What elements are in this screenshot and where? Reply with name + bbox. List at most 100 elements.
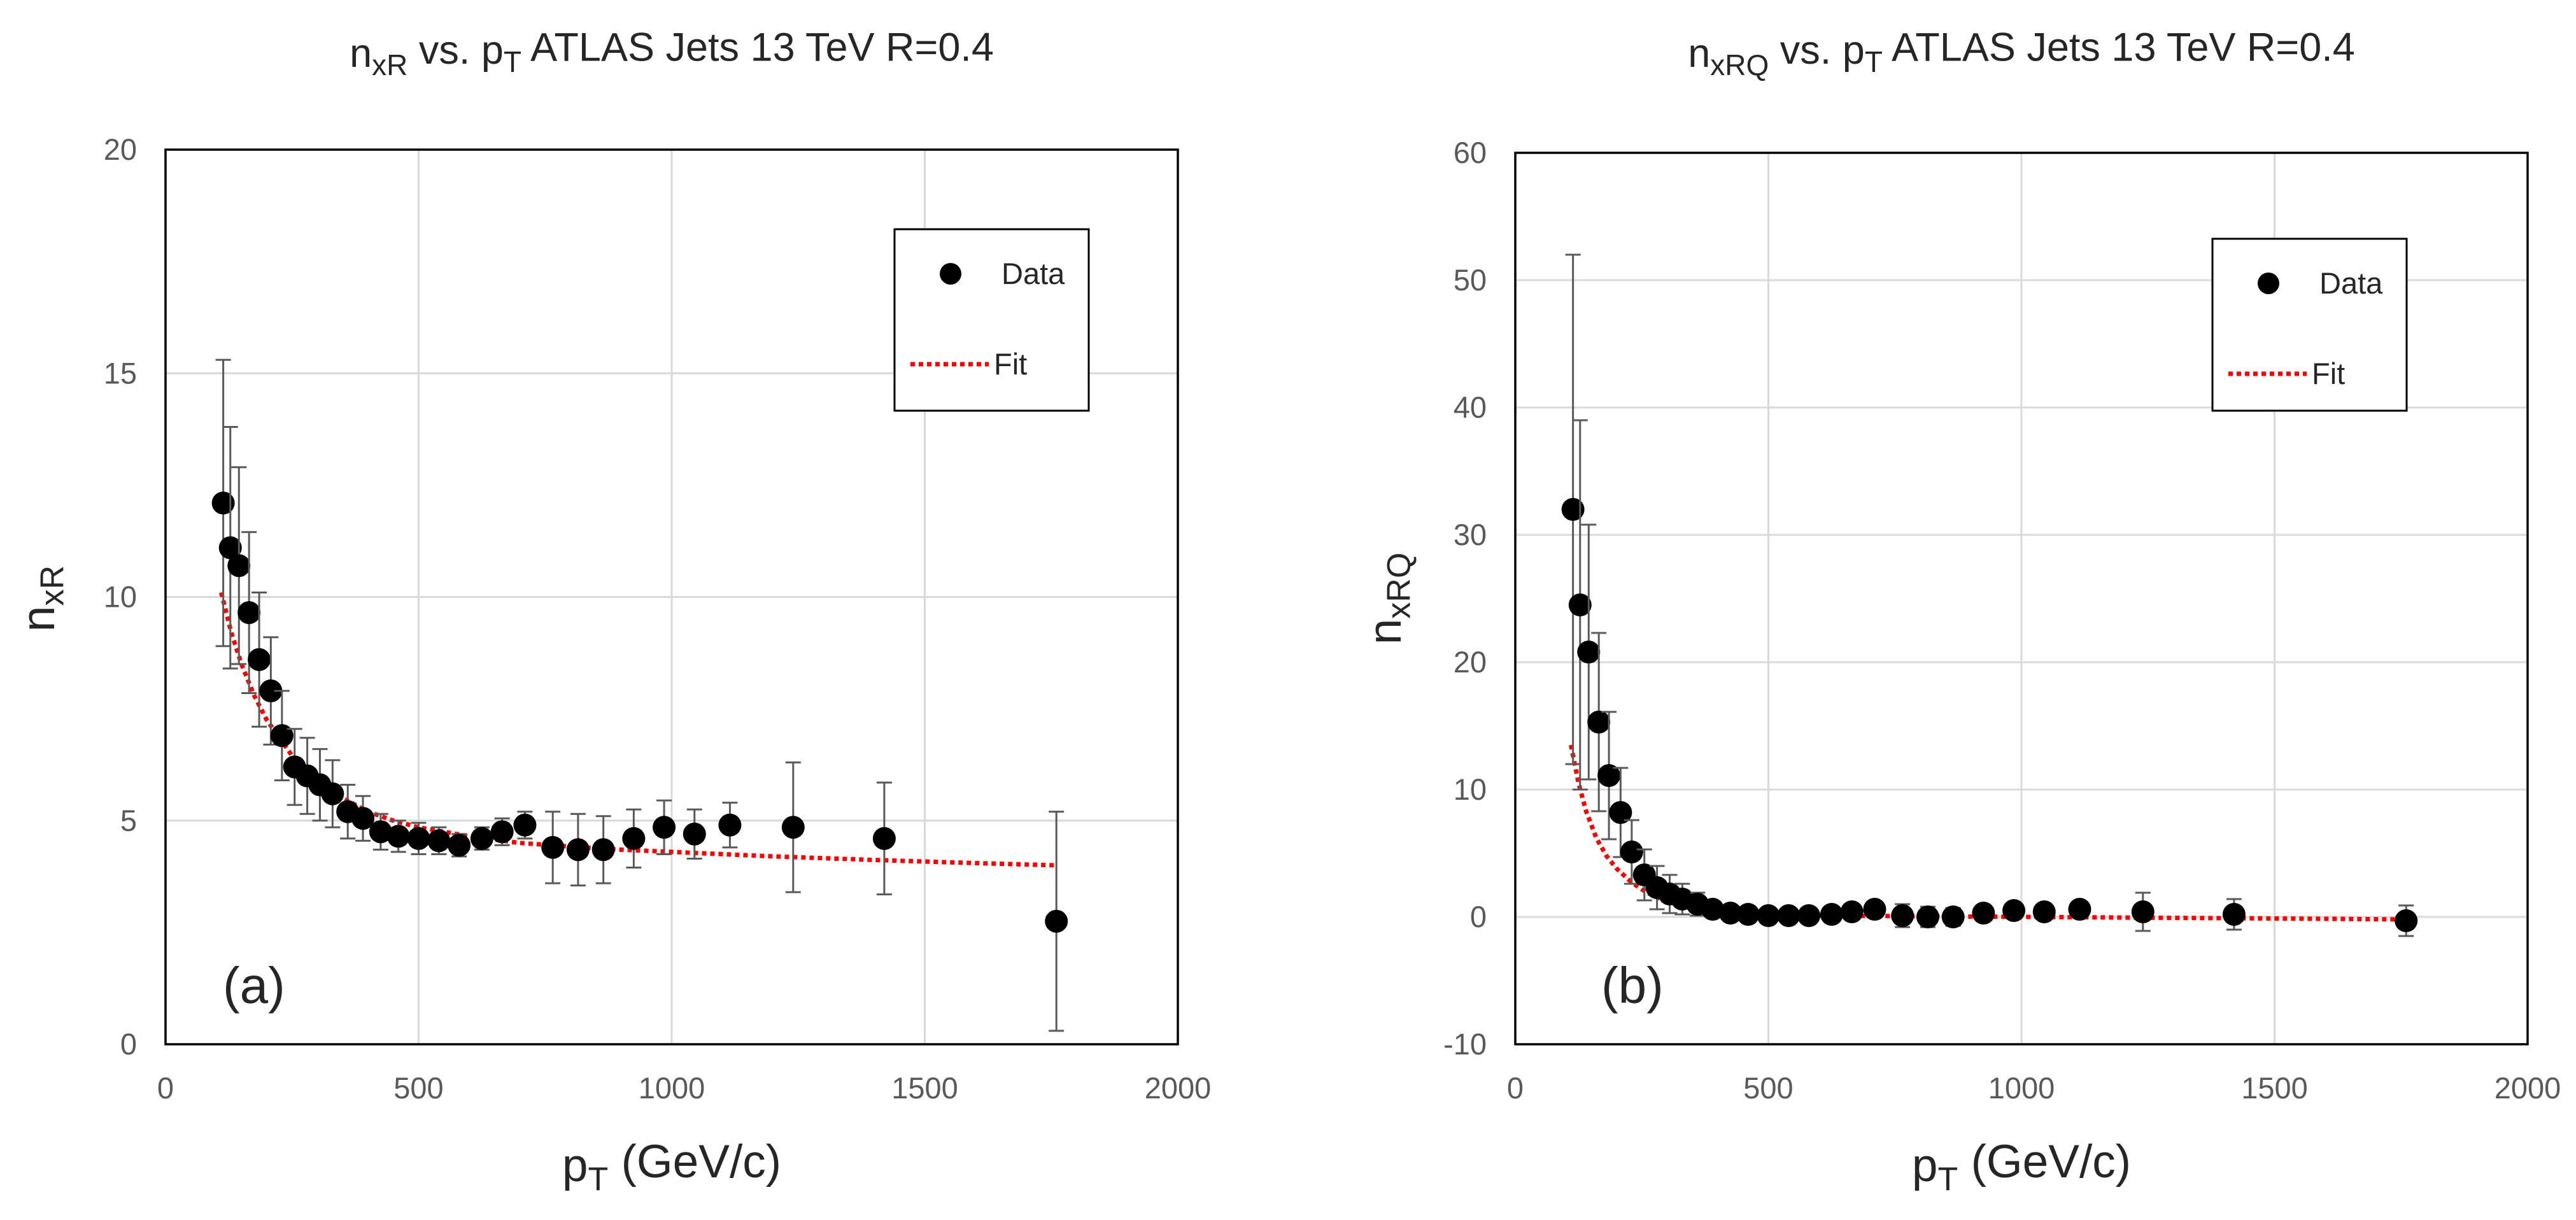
y-tick-label: 30 xyxy=(1454,518,1487,551)
data-point xyxy=(237,601,261,625)
data-point xyxy=(1736,903,1760,926)
data-point xyxy=(1045,909,1068,933)
data-point xyxy=(1568,593,1592,616)
y-tick-label: 20 xyxy=(1454,645,1487,679)
data-point xyxy=(1757,904,1780,927)
legend-box xyxy=(2211,238,2408,412)
y-tick-label: 0 xyxy=(1470,900,1487,933)
data-point xyxy=(369,820,392,844)
data-point xyxy=(2032,900,2056,923)
data-point xyxy=(470,826,493,850)
data-point xyxy=(1701,898,1725,921)
data-point xyxy=(2222,903,2246,926)
data-point xyxy=(718,813,742,837)
chart-title: nxR vs. pT ATLAS Jets 13 TeV R=0.4 xyxy=(350,25,994,81)
text-part: (GeV/c) xyxy=(608,1136,781,1188)
data-point xyxy=(211,491,235,514)
data-point xyxy=(351,807,375,830)
data-point xyxy=(1840,900,1864,923)
data-point xyxy=(2068,898,2091,921)
x-tick-label: 1000 xyxy=(1988,1071,2055,1105)
y-tick-label: 40 xyxy=(1454,390,1487,424)
text-part: (GeV/c) xyxy=(1958,1136,2131,1188)
text-part: p xyxy=(1912,1140,1938,1191)
x-tick-label: 2000 xyxy=(2495,1071,2561,1105)
data-point xyxy=(386,825,410,848)
y-tick-label: 60 xyxy=(1454,136,1487,169)
y-tick-label: -10 xyxy=(1443,1027,1487,1061)
data-point xyxy=(1620,841,1643,863)
x-axis-label: pT (GeV/c) xyxy=(1912,1136,2131,1198)
data-point xyxy=(490,820,514,844)
data-point xyxy=(218,536,242,560)
text-part: T xyxy=(588,1161,609,1198)
data-point xyxy=(321,782,344,805)
legend-data-label: Data xyxy=(2319,266,2383,300)
data-point xyxy=(1941,905,1965,928)
data-point xyxy=(270,724,294,748)
data-point xyxy=(591,838,615,862)
data-point xyxy=(541,835,565,859)
data-point xyxy=(1797,904,1821,927)
panel-label: (b) xyxy=(1601,957,1664,1014)
text-part: p xyxy=(562,1140,588,1191)
text-part: ATLAS Jets 13 TeV R=0.4 xyxy=(521,25,994,69)
x-tick-label: 1500 xyxy=(891,1071,958,1105)
chart-title: nxRQ vs. pT ATLAS Jets 13 TeV R=0.4 xyxy=(1688,25,2355,81)
x-tick-label: 1500 xyxy=(2241,1071,2308,1105)
y-tick-label: 15 xyxy=(104,356,137,390)
text-part: n xyxy=(350,31,372,76)
data-point xyxy=(259,679,283,703)
data-point xyxy=(227,554,251,578)
text-part: xRQ xyxy=(1710,48,1769,82)
text-part: xR xyxy=(372,48,407,82)
y-tick-label: 10 xyxy=(104,580,137,614)
data-point xyxy=(1718,902,1742,925)
data-point xyxy=(2395,909,2418,932)
y-tick-label: 10 xyxy=(1454,772,1487,806)
legend-data-label: Data xyxy=(1001,257,1065,290)
data-point xyxy=(2002,899,2026,922)
data-point xyxy=(781,816,805,839)
text-part: vs. p xyxy=(1769,28,1865,73)
y-tick-label: 50 xyxy=(1454,263,1487,297)
data-point xyxy=(1916,905,1939,928)
data-point xyxy=(1777,904,1801,927)
plot-frame xyxy=(1514,152,2529,1046)
data-point xyxy=(1609,801,1632,824)
plot-frame xyxy=(164,148,1179,1046)
x-tick-label: 500 xyxy=(393,1071,443,1105)
text-part: n xyxy=(1359,619,1411,645)
legend-fit-label: Fit xyxy=(994,347,1027,381)
data-point xyxy=(1597,764,1621,787)
text-part: xR xyxy=(34,565,71,606)
legend-fit-label: Fit xyxy=(2312,357,2345,390)
data-point xyxy=(1863,898,1886,921)
text-part: n xyxy=(1688,31,1710,76)
x-tick-label: 500 xyxy=(1743,1071,1793,1105)
data-point xyxy=(683,822,706,846)
x-tick-label: 2000 xyxy=(1145,1071,1212,1105)
text-part: ATLAS Jets 13 TeV R=0.4 xyxy=(1883,25,2355,69)
text-part: xRQ xyxy=(1381,553,1418,619)
text-part: T xyxy=(1938,1161,1958,1198)
y-tick-label: 0 xyxy=(120,1027,137,1061)
x-tick-label: 0 xyxy=(157,1071,174,1105)
text-part: vs. p xyxy=(407,28,504,73)
y-axis-label: nxRQ xyxy=(1359,553,1418,645)
text-part: n xyxy=(13,606,64,632)
legend-box xyxy=(893,228,1090,412)
data-point xyxy=(448,833,471,857)
y-tick-label: 20 xyxy=(104,132,137,166)
fit-series-line xyxy=(219,592,1057,868)
legend-data-marker xyxy=(940,263,961,285)
data-point xyxy=(872,826,896,850)
text-part: T xyxy=(1865,45,1883,78)
data-point xyxy=(2131,900,2155,923)
x-tick-label: 1000 xyxy=(639,1071,705,1105)
y-tick-label: 5 xyxy=(120,804,137,837)
legend-data-marker xyxy=(2258,273,2279,294)
data-point xyxy=(1972,902,1995,925)
